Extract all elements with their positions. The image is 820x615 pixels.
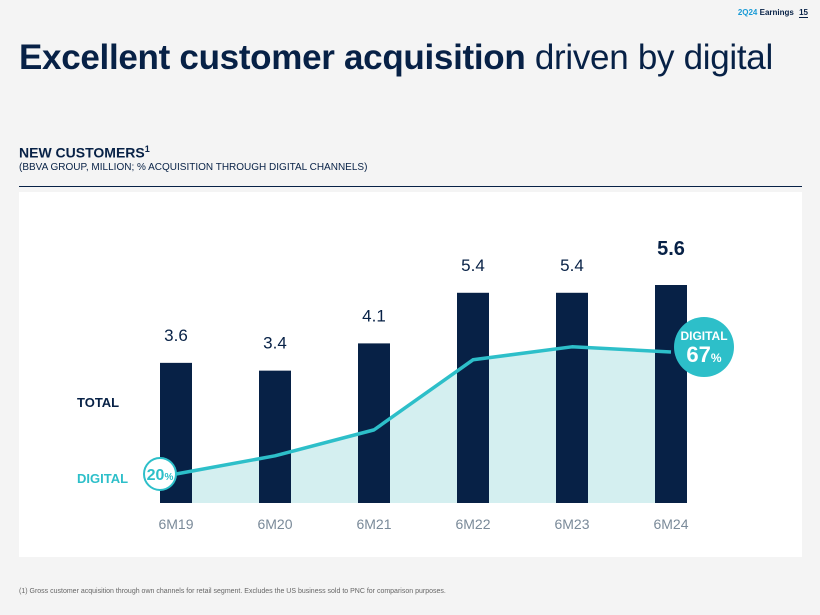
bar-value-label: 5.6: [657, 238, 685, 260]
chart-heading-label: NEW CUSTOMERS: [19, 144, 145, 161]
bar-value-label: 3.4: [263, 334, 287, 353]
digital-start-label: 20%: [147, 467, 174, 484]
chart-heading: NEW CUSTOMERS1: [19, 144, 150, 161]
chart-heading-footnote-mark: 1: [144, 144, 150, 154]
digital-end-bubble: [674, 317, 734, 377]
x-tick-label: 6M21: [356, 516, 391, 532]
x-tick-label: 6M23: [554, 516, 589, 532]
divider: [19, 186, 802, 187]
bar-6m22: [457, 292, 489, 503]
x-tick-label: 6M19: [158, 516, 193, 532]
title-regular: driven by digital: [525, 38, 773, 77]
bar-6m24: [655, 285, 687, 503]
bar-6m23: [556, 292, 588, 503]
page-number: 15: [799, 8, 808, 18]
bar-value-label: 5.4: [461, 256, 485, 275]
chart-panel: 3.6 3.4 4.1 5.4 5.4 5.6 6M19 6M20 6M21 6M22 6M23 6M…: [19, 192, 802, 557]
bar-value-label: 4.1: [362, 306, 386, 325]
bar-value-label: 5.4: [560, 256, 584, 275]
x-tick-label: 6M24: [653, 516, 688, 532]
title-bold: Excellent customer acquisition: [19, 38, 526, 77]
footnote: (1) Gross customer acquisition through o…: [19, 588, 446, 595]
x-tick-label: 6M22: [455, 516, 490, 532]
page-header: 2Q24 Earnings 15: [737, 8, 808, 18]
series-label-total: TOTAL: [77, 395, 119, 410]
digital-end-label: 67%: [686, 342, 721, 367]
bar-value-label: 3.6: [164, 326, 188, 345]
bar-6m20: [259, 370, 291, 503]
new-customers-chart: 3.6 3.4 4.1 5.4 5.4 5.6 6M19 6M20 6M21 6M22 6M23 6M…: [77, 238, 734, 532]
digital-area: [176, 346, 671, 503]
digital-end-caption: DIGITAL: [680, 329, 727, 343]
x-tick-label: 6M20: [257, 516, 292, 532]
chart-subtitle: (BBVA GROUP, MILLION; % ACQUISITION THRO…: [19, 162, 368, 173]
page-title: Excellent customer acquisition driven by…: [19, 38, 773, 78]
section-label: Earnings: [759, 8, 794, 17]
series-label-digital: DIGITAL: [77, 471, 128, 486]
period-label: 2Q24: [737, 8, 758, 17]
digital-start-bubble: [143, 457, 177, 491]
digital-line: [175, 345, 672, 476]
